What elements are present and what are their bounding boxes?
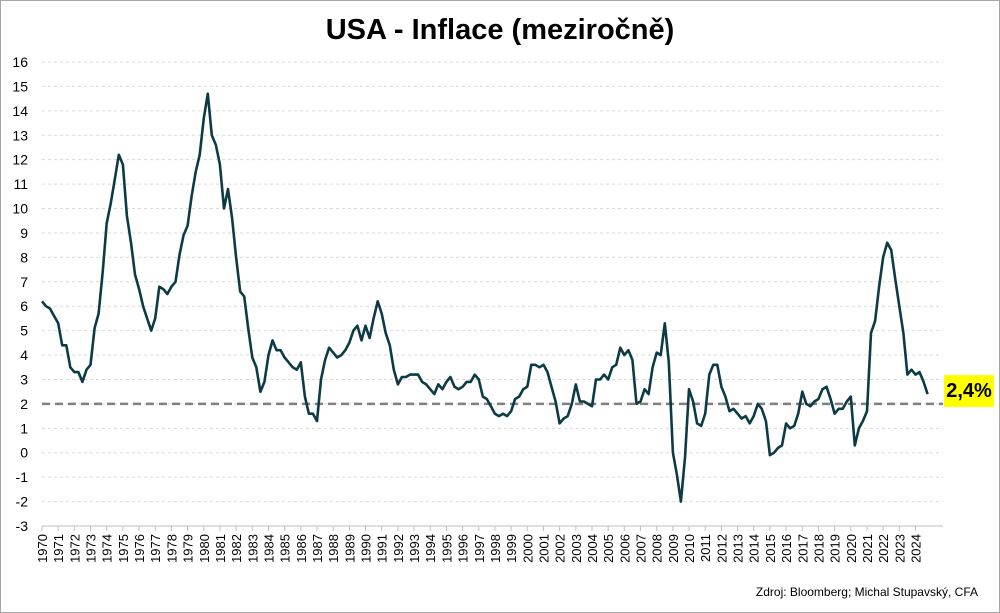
x-tick-label: 1993 [407, 534, 422, 563]
x-tick-label: 2016 [779, 534, 794, 563]
x-tick-label: 2020 [844, 534, 859, 563]
x-tick-label: 2008 [650, 534, 665, 563]
y-tick-label: 7 [20, 274, 28, 290]
x-tick-label: 1992 [391, 534, 406, 563]
x-tick-label: 1981 [213, 534, 228, 563]
x-tick-label: 1990 [359, 534, 374, 563]
x-tick-label: 1988 [326, 534, 341, 563]
x-tick-label: 2010 [682, 534, 697, 563]
x-tick-label: 1984 [261, 534, 276, 563]
x-tick-label: 2001 [536, 534, 551, 563]
y-tick-label: 1 [20, 420, 28, 436]
series-line [40, 92, 929, 503]
y-tick-label: 3 [20, 371, 28, 387]
chart-title: USA - Inflace (meziročně) [325, 14, 675, 46]
y-tick-label: 12 [12, 152, 28, 168]
x-tick-label: 2017 [795, 534, 810, 563]
y-tick-label: -2 [16, 494, 29, 510]
x-tick-label: 1987 [310, 534, 325, 563]
y-tick-label: 16 [12, 54, 28, 70]
x-tick-label: 1980 [197, 534, 212, 563]
y-tick-label: 10 [12, 201, 28, 217]
y-tick-label: 5 [20, 323, 28, 339]
x-tick-label: 1975 [116, 534, 131, 563]
x-tick-label: 2013 [731, 534, 746, 563]
y-tick-label: 13 [12, 127, 28, 143]
x-tick-label: 1978 [164, 534, 179, 563]
y-tick-label: -3 [16, 518, 29, 534]
x-tick-label: 1976 [132, 534, 147, 563]
x-tick-label: 1974 [100, 534, 115, 563]
x-tick-label: 2005 [601, 534, 616, 563]
x-tick-label: 2000 [520, 534, 535, 563]
x-tick-label: 2023 [892, 534, 907, 563]
x-tick-label: 1991 [375, 534, 390, 563]
x-tick-label: 1986 [294, 534, 309, 563]
x-tick-label: 2009 [666, 534, 681, 563]
x-tick-label: 1970 [35, 534, 50, 563]
x-tick-label: 1989 [342, 534, 357, 563]
x-tick-label: 2006 [617, 534, 632, 563]
x-tick-label: 2007 [634, 534, 649, 563]
x-tick-label: 2024 [909, 534, 924, 563]
x-tick-label: 2022 [876, 534, 891, 563]
x-tick-label: 2002 [553, 534, 568, 563]
x-tick-label: 2014 [747, 534, 762, 563]
y-tick-label: 2 [20, 396, 28, 412]
x-tick-label: 1994 [423, 534, 438, 563]
x-tick-label: 1995 [439, 534, 454, 563]
x-tick-label: 1996 [456, 534, 471, 563]
last-value-badge: 2,4% [944, 375, 994, 407]
y-tick-label: 15 [12, 78, 28, 94]
x-tick-label: 1999 [504, 534, 519, 563]
x-tick-label: 1972 [67, 534, 82, 563]
x-tick-label: 1997 [472, 534, 487, 563]
x-tick-label: 1979 [181, 534, 196, 563]
y-tick-label: -1 [16, 469, 29, 485]
x-tick-label: 2004 [585, 534, 600, 563]
y-tick-label: 14 [12, 103, 28, 119]
x-tick-label: 1971 [51, 534, 66, 563]
x-tick-label: 1982 [229, 534, 244, 563]
x-axis-ticks: 1970 1971 1972 1973 1974 1975 1976 1977 1978 1979… [35, 526, 924, 563]
x-tick-label: 2015 [763, 534, 778, 563]
x-tick-label: 2011 [698, 534, 713, 562]
y-tick-label: 0 [20, 445, 28, 461]
x-tick-label: 2019 [828, 534, 843, 563]
y-tick-label: 6 [20, 298, 28, 314]
x-tick-label: 1973 [84, 534, 99, 563]
x-tick-label: 1977 [148, 534, 163, 563]
y-tick-label: 11 [13, 176, 28, 192]
x-tick-label: 2021 [860, 534, 875, 563]
source-note: Zdroj: Bloomberg; Michal Stupavský, CFA [755, 585, 978, 599]
x-tick-label: 1998 [488, 534, 503, 563]
x-tick-label: 2012 [714, 534, 729, 563]
y-tick-label: 9 [20, 225, 28, 241]
y-tick-label: 8 [20, 249, 28, 265]
x-tick-label: 2003 [569, 534, 584, 563]
x-tick-label: 2018 [811, 534, 826, 563]
x-tick-label: 1985 [278, 534, 293, 563]
y-tick-label: 4 [20, 347, 28, 363]
x-tick-label: 1983 [245, 534, 260, 563]
gridlines [42, 61, 943, 527]
